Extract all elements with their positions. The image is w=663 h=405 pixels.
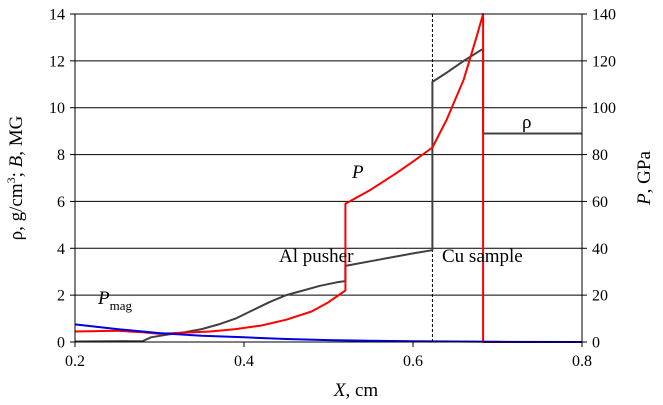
y-left-tick-label-6: 12 — [49, 53, 65, 70]
plot-frame — [74, 13, 583, 343]
y-left-axis-label: ρ, g/cm3; B, MG — [4, 115, 27, 240]
y-right-tick-label-3: 60 — [592, 194, 608, 211]
y-right-tick-label-2: 40 — [592, 241, 608, 258]
series-line-2 — [74, 323, 583, 343]
annotation-rho: ρ — [522, 112, 531, 133]
grid-lines — [75, 13, 582, 343]
x-tick-label-1: 0.4 — [234, 353, 254, 370]
annotation-p: P — [351, 162, 364, 183]
y-left-tick-label-1: 2 — [57, 288, 65, 305]
series-layer — [74, 13, 583, 343]
y-right-axis-label: P, GPa — [634, 151, 655, 206]
y-right-tick-label-0: 0 — [592, 335, 600, 352]
y-right-tick-label-5: 100 — [592, 100, 616, 117]
annotation-al-pusher: Al pusher — [279, 246, 354, 267]
y-left-tick-label-2: 4 — [57, 241, 65, 258]
y-left-tick-label-0: 0 — [57, 335, 65, 352]
tick-layer: 0.2 0.4 0.6 0.80246810121402040608010012014… — [49, 7, 616, 371]
annotation-cu-sample: Cu sample — [442, 246, 523, 267]
y-left-tick-label-7: 14 — [49, 7, 65, 24]
x-tick-label-2: 0.6 — [403, 353, 423, 370]
x-tick-label-3: 0.8 — [572, 353, 592, 370]
y-right-tick-label-7: 140 — [592, 7, 616, 24]
series-line-0 — [74, 48, 582, 343]
x-axis-label: X, cm — [333, 380, 379, 401]
series-line-1 — [74, 13, 566, 343]
y-left-tick-label-5: 10 — [49, 100, 65, 117]
y-right-tick-label-4: 80 — [592, 147, 608, 164]
x-tick-label-0: 0.2 — [65, 353, 85, 370]
y-right-tick-label-6: 120 — [592, 53, 616, 70]
y-left-tick-label-4: 8 — [57, 147, 65, 164]
annotation-pmag: Pmag — [97, 288, 132, 313]
y-right-tick-label-1: 20 — [592, 288, 608, 305]
y-left-tick-label-3: 6 — [57, 194, 65, 211]
